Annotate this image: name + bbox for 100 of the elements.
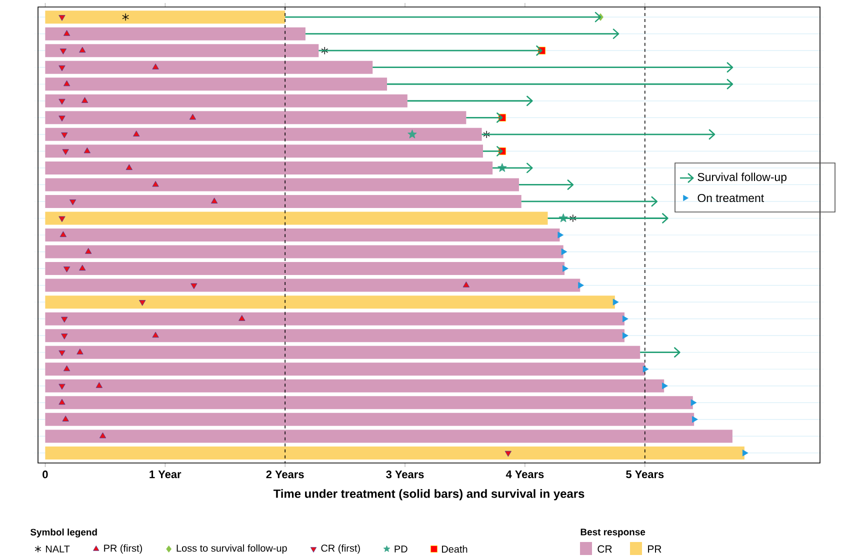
bar — [45, 60, 373, 74]
x-tick-label: 0 — [42, 470, 48, 478]
bar — [45, 27, 306, 40]
bar — [45, 161, 493, 174]
bar — [45, 78, 388, 91]
legend-title: Symbol legend — [30, 528, 97, 538]
bar — [45, 312, 625, 326]
bar — [45, 10, 286, 24]
point — [79, 264, 86, 271]
point — [558, 232, 564, 238]
legend-label: PD — [394, 546, 408, 552]
point — [690, 399, 697, 406]
x-axis-title: Time under treatment (solid bars) and survival in years — [273, 489, 584, 500]
legend-label: NALT — [46, 546, 70, 552]
legend-label: PR (first) — [104, 544, 142, 554]
bar — [45, 94, 408, 108]
bar — [45, 278, 580, 292]
bar — [45, 144, 483, 158]
point — [81, 97, 88, 103]
x-tick-label: 2 Years — [266, 470, 304, 478]
bar — [45, 346, 640, 359]
point — [61, 316, 68, 323]
point — [61, 334, 68, 340]
bar — [45, 430, 732, 443]
point — [189, 114, 196, 120]
point — [210, 198, 218, 204]
bar — [45, 228, 560, 242]
point — [504, 450, 512, 457]
point — [483, 130, 490, 138]
x-tick-label: 1 Year — [150, 470, 182, 478]
x-tick-label: 4 Years — [506, 470, 544, 478]
legend-label: Survival follow-up — [698, 172, 786, 184]
point — [408, 130, 417, 138]
point — [578, 282, 584, 289]
point — [84, 147, 90, 154]
point — [69, 199, 76, 206]
point — [85, 248, 92, 254]
point — [63, 30, 70, 36]
point — [622, 332, 628, 339]
legend-label: On treatment — [698, 194, 764, 202]
bar — [45, 362, 645, 376]
point — [462, 282, 470, 288]
point — [58, 15, 66, 21]
point — [662, 382, 668, 390]
point — [133, 130, 140, 136]
bar — [45, 44, 319, 58]
point — [96, 382, 102, 388]
point — [321, 46, 328, 55]
point — [190, 283, 198, 290]
legend-label: CR (first) — [321, 544, 360, 554]
bar — [45, 194, 522, 208]
point — [642, 366, 649, 372]
point — [152, 64, 159, 70]
point — [742, 450, 748, 456]
point — [139, 300, 146, 306]
point — [58, 398, 66, 405]
bar — [45, 446, 744, 460]
point — [62, 416, 69, 422]
point — [58, 350, 66, 356]
point — [569, 214, 576, 222]
bar — [45, 412, 694, 426]
point — [62, 149, 69, 155]
bar — [45, 128, 482, 141]
text: Best response — [580, 528, 646, 538]
point — [561, 248, 568, 256]
point — [122, 13, 130, 22]
point — [63, 365, 70, 372]
bar — [45, 212, 548, 225]
point — [99, 432, 106, 438]
bar — [45, 379, 664, 392]
legend-label: Loss to survival follow-up — [176, 544, 287, 554]
point — [76, 348, 84, 354]
point — [612, 298, 619, 306]
point — [61, 132, 68, 138]
point — [622, 316, 628, 322]
bar — [45, 178, 519, 192]
point — [58, 65, 66, 72]
point — [63, 266, 70, 272]
bar — [45, 396, 693, 410]
legend-label: PR — [648, 545, 662, 553]
bar — [45, 329, 625, 342]
point — [58, 98, 66, 105]
bar — [45, 262, 565, 276]
legend-label: CR — [598, 545, 612, 553]
point — [58, 384, 66, 390]
bar — [45, 245, 564, 258]
point — [562, 265, 568, 272]
point — [60, 231, 67, 238]
point — [58, 216, 66, 222]
point — [58, 116, 66, 122]
bar — [45, 111, 466, 124]
point — [692, 416, 698, 423]
point — [126, 164, 132, 170]
point — [152, 180, 159, 187]
point — [79, 46, 86, 53]
bar — [45, 296, 615, 309]
point — [60, 48, 67, 54]
x-tick-label: 5 Years — [626, 470, 664, 478]
point — [152, 332, 159, 338]
x-tick-label: 3 Years — [386, 470, 424, 478]
